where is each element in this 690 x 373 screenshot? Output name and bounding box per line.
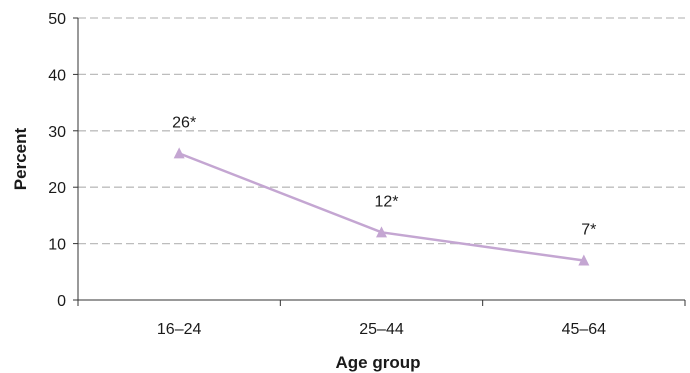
data-label: 12* bbox=[374, 193, 398, 210]
x-tick-label: 25–44 bbox=[359, 321, 404, 338]
y-tick-label: 10 bbox=[48, 237, 66, 254]
axes bbox=[77, 18, 685, 301]
data-label: 26* bbox=[172, 114, 196, 131]
y-axis-label: Percent bbox=[11, 127, 30, 190]
data-point-marker bbox=[173, 147, 185, 159]
data-point-marker bbox=[376, 226, 387, 238]
x-ticks: 16–24 25–44 45–64 bbox=[77, 300, 686, 338]
data-point-marker bbox=[578, 254, 590, 266]
y-tick-label: 0 bbox=[57, 293, 66, 310]
x-tick-label: 45–64 bbox=[562, 321, 607, 338]
y-tick-label: 20 bbox=[48, 180, 66, 197]
x-tick-label: 16–24 bbox=[157, 321, 202, 338]
data-label: 7* bbox=[581, 222, 596, 239]
y-ticks: 0 10 20 30 40 50 bbox=[48, 11, 78, 310]
x-axis-label: Age group bbox=[336, 353, 421, 372]
y-tick-label: 30 bbox=[48, 124, 66, 141]
y-tick-label: 50 bbox=[48, 11, 66, 28]
y-tick-label: 40 bbox=[48, 67, 66, 84]
gridlines bbox=[78, 17, 685, 245]
series-group: 26* 12* 7* bbox=[172, 114, 596, 266]
